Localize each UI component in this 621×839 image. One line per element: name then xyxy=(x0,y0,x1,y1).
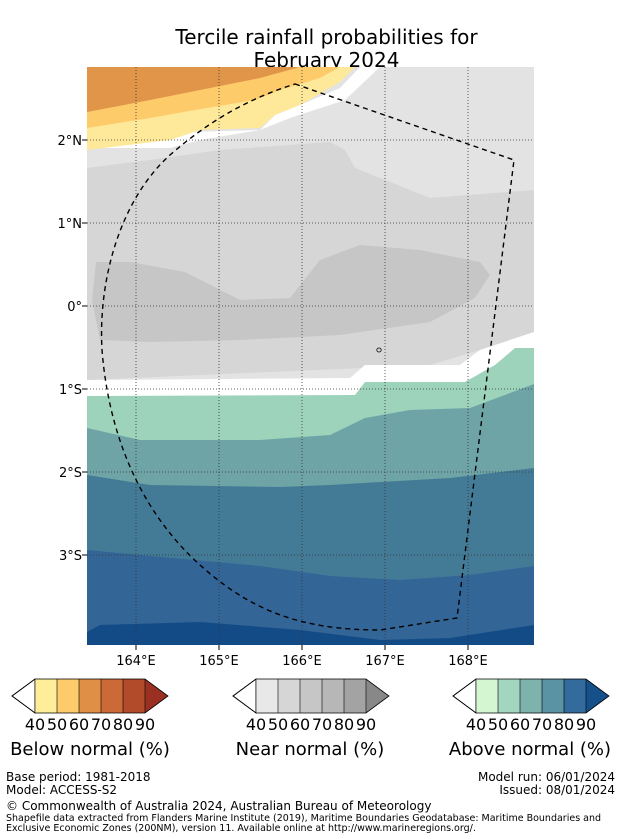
colorbar-above-swatch xyxy=(564,679,586,713)
colorbar-near-tick-label: 70 xyxy=(312,715,332,734)
colorbar-near-tick-label: 80 xyxy=(334,715,354,734)
below-normal-60-region xyxy=(87,67,300,112)
colorbar-below-swatch xyxy=(57,679,79,713)
shapefile-credit-2: Exclusive Economic Zones (200NM), versio… xyxy=(6,823,476,834)
colorbar-below-swatch xyxy=(101,679,123,713)
colorbar-near-tick-label: 50 xyxy=(268,715,288,734)
colorbar-below-tick-label: 60 xyxy=(69,715,89,734)
colorbar-below-left-arrow xyxy=(11,678,36,714)
map: 2°N 1°N 0° 1°S 2°S 3°S 164°E 165°E 166°E… xyxy=(58,67,534,669)
colorbar-above-right-arrow xyxy=(586,679,609,713)
colorbar-below-tick-label: 80 xyxy=(113,715,133,734)
colorbar-near-right-arrow xyxy=(366,679,389,713)
colorbar-below-right-arrow xyxy=(145,679,168,713)
lon-label-168e: 168°E xyxy=(448,654,488,669)
colorbar-near-tick-label: 40 xyxy=(246,715,266,734)
colorbar-above-swatch xyxy=(476,679,498,713)
base-period: Base period: 1981-2018 xyxy=(6,770,151,784)
no-data-gap-north xyxy=(87,67,380,148)
colorbar-title-above: Above normal (%) xyxy=(448,739,612,760)
issued-date: Issued: 08/01/2024 xyxy=(499,783,615,797)
colorbar-above-tick-label: 80 xyxy=(554,715,574,734)
lat-label-2s: 2°S xyxy=(59,466,82,481)
colorbar-above-swatch xyxy=(542,679,564,713)
title-line-2: February 2024 xyxy=(253,48,400,72)
colorbar-title-below: Below normal (%) xyxy=(10,739,170,760)
colorbars: 40 50 60 70 80 90 40 50 60 70 80 90 40 50 60 70 80 90 xyxy=(11,678,610,734)
colorbar-above-left-arrow xyxy=(452,678,477,714)
colorbar-below-tick-label: 50 xyxy=(47,715,67,734)
lat-label-1n: 1°N xyxy=(58,217,83,232)
lon-label-167e: 167°E xyxy=(365,654,405,669)
near-normal-60-region xyxy=(92,245,490,342)
lat-label-1s: 1°S xyxy=(59,383,82,398)
colorbar-near-swatch xyxy=(344,679,366,713)
above-normal-80-region xyxy=(87,622,534,645)
no-data-gap-south xyxy=(87,332,534,398)
colorbar-below-swatch xyxy=(123,679,145,713)
colorbar-below-tick-label: 70 xyxy=(91,715,111,734)
colorbar-below-swatch xyxy=(35,679,57,713)
above-normal-70-region xyxy=(87,550,534,645)
colorbar-near-tick-label: 60 xyxy=(290,715,310,734)
colorbar-below-tick-label: 90 xyxy=(135,715,155,734)
colorbar-near-left-arrow xyxy=(232,678,257,714)
eez-boundary xyxy=(100,83,515,631)
lat-label-0: 0° xyxy=(67,300,82,315)
colorbar-near-swatch xyxy=(256,679,278,713)
graticule xyxy=(87,67,534,645)
island-marker xyxy=(376,347,382,353)
colorbar-near-tick-label: 90 xyxy=(356,715,376,734)
tick-marks xyxy=(82,139,469,650)
colorbar-above-tick-label: 40 xyxy=(466,715,486,734)
colorbar-above-tick-label: 50 xyxy=(488,715,508,734)
lat-label-2n: 2°N xyxy=(58,134,83,149)
colorbar-near-swatch xyxy=(300,679,322,713)
copyright: © Commonwealth of Australia 2024, Austra… xyxy=(6,799,432,813)
colorbar-above-tick-label: 70 xyxy=(532,715,552,734)
lon-label-165e: 165°E xyxy=(199,654,239,669)
colorbar-above-tick-label: 60 xyxy=(510,715,530,734)
colorbar-above-swatch xyxy=(498,679,520,713)
colorbar-below-swatch xyxy=(79,679,101,713)
lon-label-164e: 164°E xyxy=(116,654,156,669)
lat-label-3s: 3°S xyxy=(59,549,82,564)
title-line-1: Tercile rainfall probabilities for xyxy=(175,25,478,49)
colorbar-title-near: Near normal (%) xyxy=(235,739,385,760)
colorbar-near-swatch xyxy=(278,679,300,713)
colorbar-near-swatch xyxy=(322,679,344,713)
model-run: Model run: 06/01/2024 xyxy=(477,770,615,784)
colorbar-above-swatch xyxy=(520,679,542,713)
lon-label-166e: 166°E xyxy=(282,654,322,669)
colorbar-below-tick-label: 40 xyxy=(25,715,45,734)
colorbar-above-tick-label: 90 xyxy=(576,715,596,734)
model-name: Model: ACCESS-S2 xyxy=(6,783,118,797)
map-fill xyxy=(87,67,534,645)
shapefile-credit-1: Shapefile data extracted from Flanders M… xyxy=(6,813,602,824)
